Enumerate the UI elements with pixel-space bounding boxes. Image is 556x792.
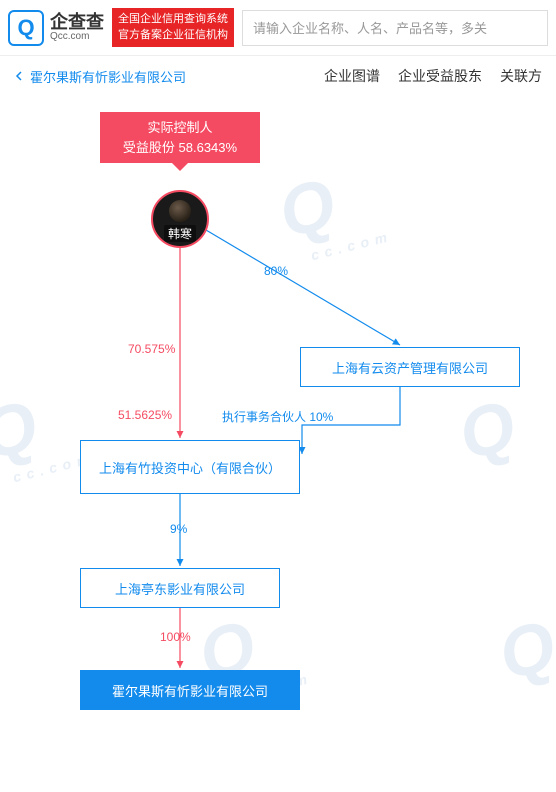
node-person[interactable]: 韩寒 <box>151 190 209 248</box>
edge-pct-3: 51.5625% <box>118 408 172 422</box>
node-company-target[interactable]: 霍尔果斯有忻影业有限公司 <box>80 670 300 710</box>
banner-line2: 官方备案企业征信机构 <box>118 28 228 43</box>
logo-q-glyph: Q <box>17 15 34 41</box>
controller-share: 受益股份 58.6343% <box>123 138 237 158</box>
controller-title: 实际控制人 <box>123 118 237 138</box>
watermark-icon: Q <box>0 385 45 476</box>
edge-pct-2: 80% <box>264 264 288 278</box>
person-name: 韩寒 <box>164 225 196 242</box>
breadcrumb-label: 霍尔果斯有忻影业有限公司 <box>30 67 186 86</box>
breadcrumb-back[interactable]: 霍尔果斯有忻影业有限公司 <box>14 67 186 86</box>
node-company-ting[interactable]: 上海亭东影业有限公司 <box>80 568 280 608</box>
logo-text-cn: 企查查 <box>50 13 104 31</box>
tab-graph[interactable]: 企业图谱 <box>324 66 380 86</box>
logo-text-en: Qcc.com <box>50 31 104 42</box>
subheader: 霍尔果斯有忻影业有限公司 企业图谱 企业受益股东 关联方 <box>0 56 556 90</box>
watermark-icon: Q <box>271 163 343 254</box>
node-controller[interactable]: 实际控制人 受益股份 58.6343% <box>100 112 260 163</box>
tab-related[interactable]: 关联方 <box>500 66 542 86</box>
banner-line1: 全国企业信用查询系统 <box>118 12 228 27</box>
diagram-canvas: Q c c . c o m Q c c . c o m Q Q c c . c … <box>0 90 556 790</box>
edge-pct-1: 70.575% <box>128 342 175 356</box>
arrow-left-icon <box>14 70 26 82</box>
search-input[interactable]: 请输入企业名称、人名、产品名等，多关 <box>242 10 548 46</box>
watermark-icon: Q <box>491 605 556 696</box>
header: Q 企查查 Qcc.com 全国企业信用查询系统 官方备案企业征信机构 请输入企… <box>0 0 556 56</box>
node-company-yun[interactable]: 上海有云资产管理有限公司 <box>300 347 520 387</box>
edge-pct-6: 100% <box>160 630 191 644</box>
watermark-text: c c . c o m <box>309 229 389 264</box>
watermark-icon: Q <box>451 385 523 476</box>
edge-pct-5: 9% <box>170 522 187 536</box>
logo-icon: Q <box>8 10 44 46</box>
node-company-zhu[interactable]: 上海有竹投资中心（有限合伙） <box>80 440 300 494</box>
logo[interactable]: Q 企查查 Qcc.com <box>8 10 104 46</box>
tabs: 企业图谱 企业受益股东 关联方 <box>324 66 542 86</box>
edge-pct-4: 执行事务合伙人 10% <box>222 408 333 425</box>
banner: 全国企业信用查询系统 官方备案企业征信机构 <box>112 8 234 47</box>
tab-shareholder[interactable]: 企业受益股东 <box>398 66 482 86</box>
